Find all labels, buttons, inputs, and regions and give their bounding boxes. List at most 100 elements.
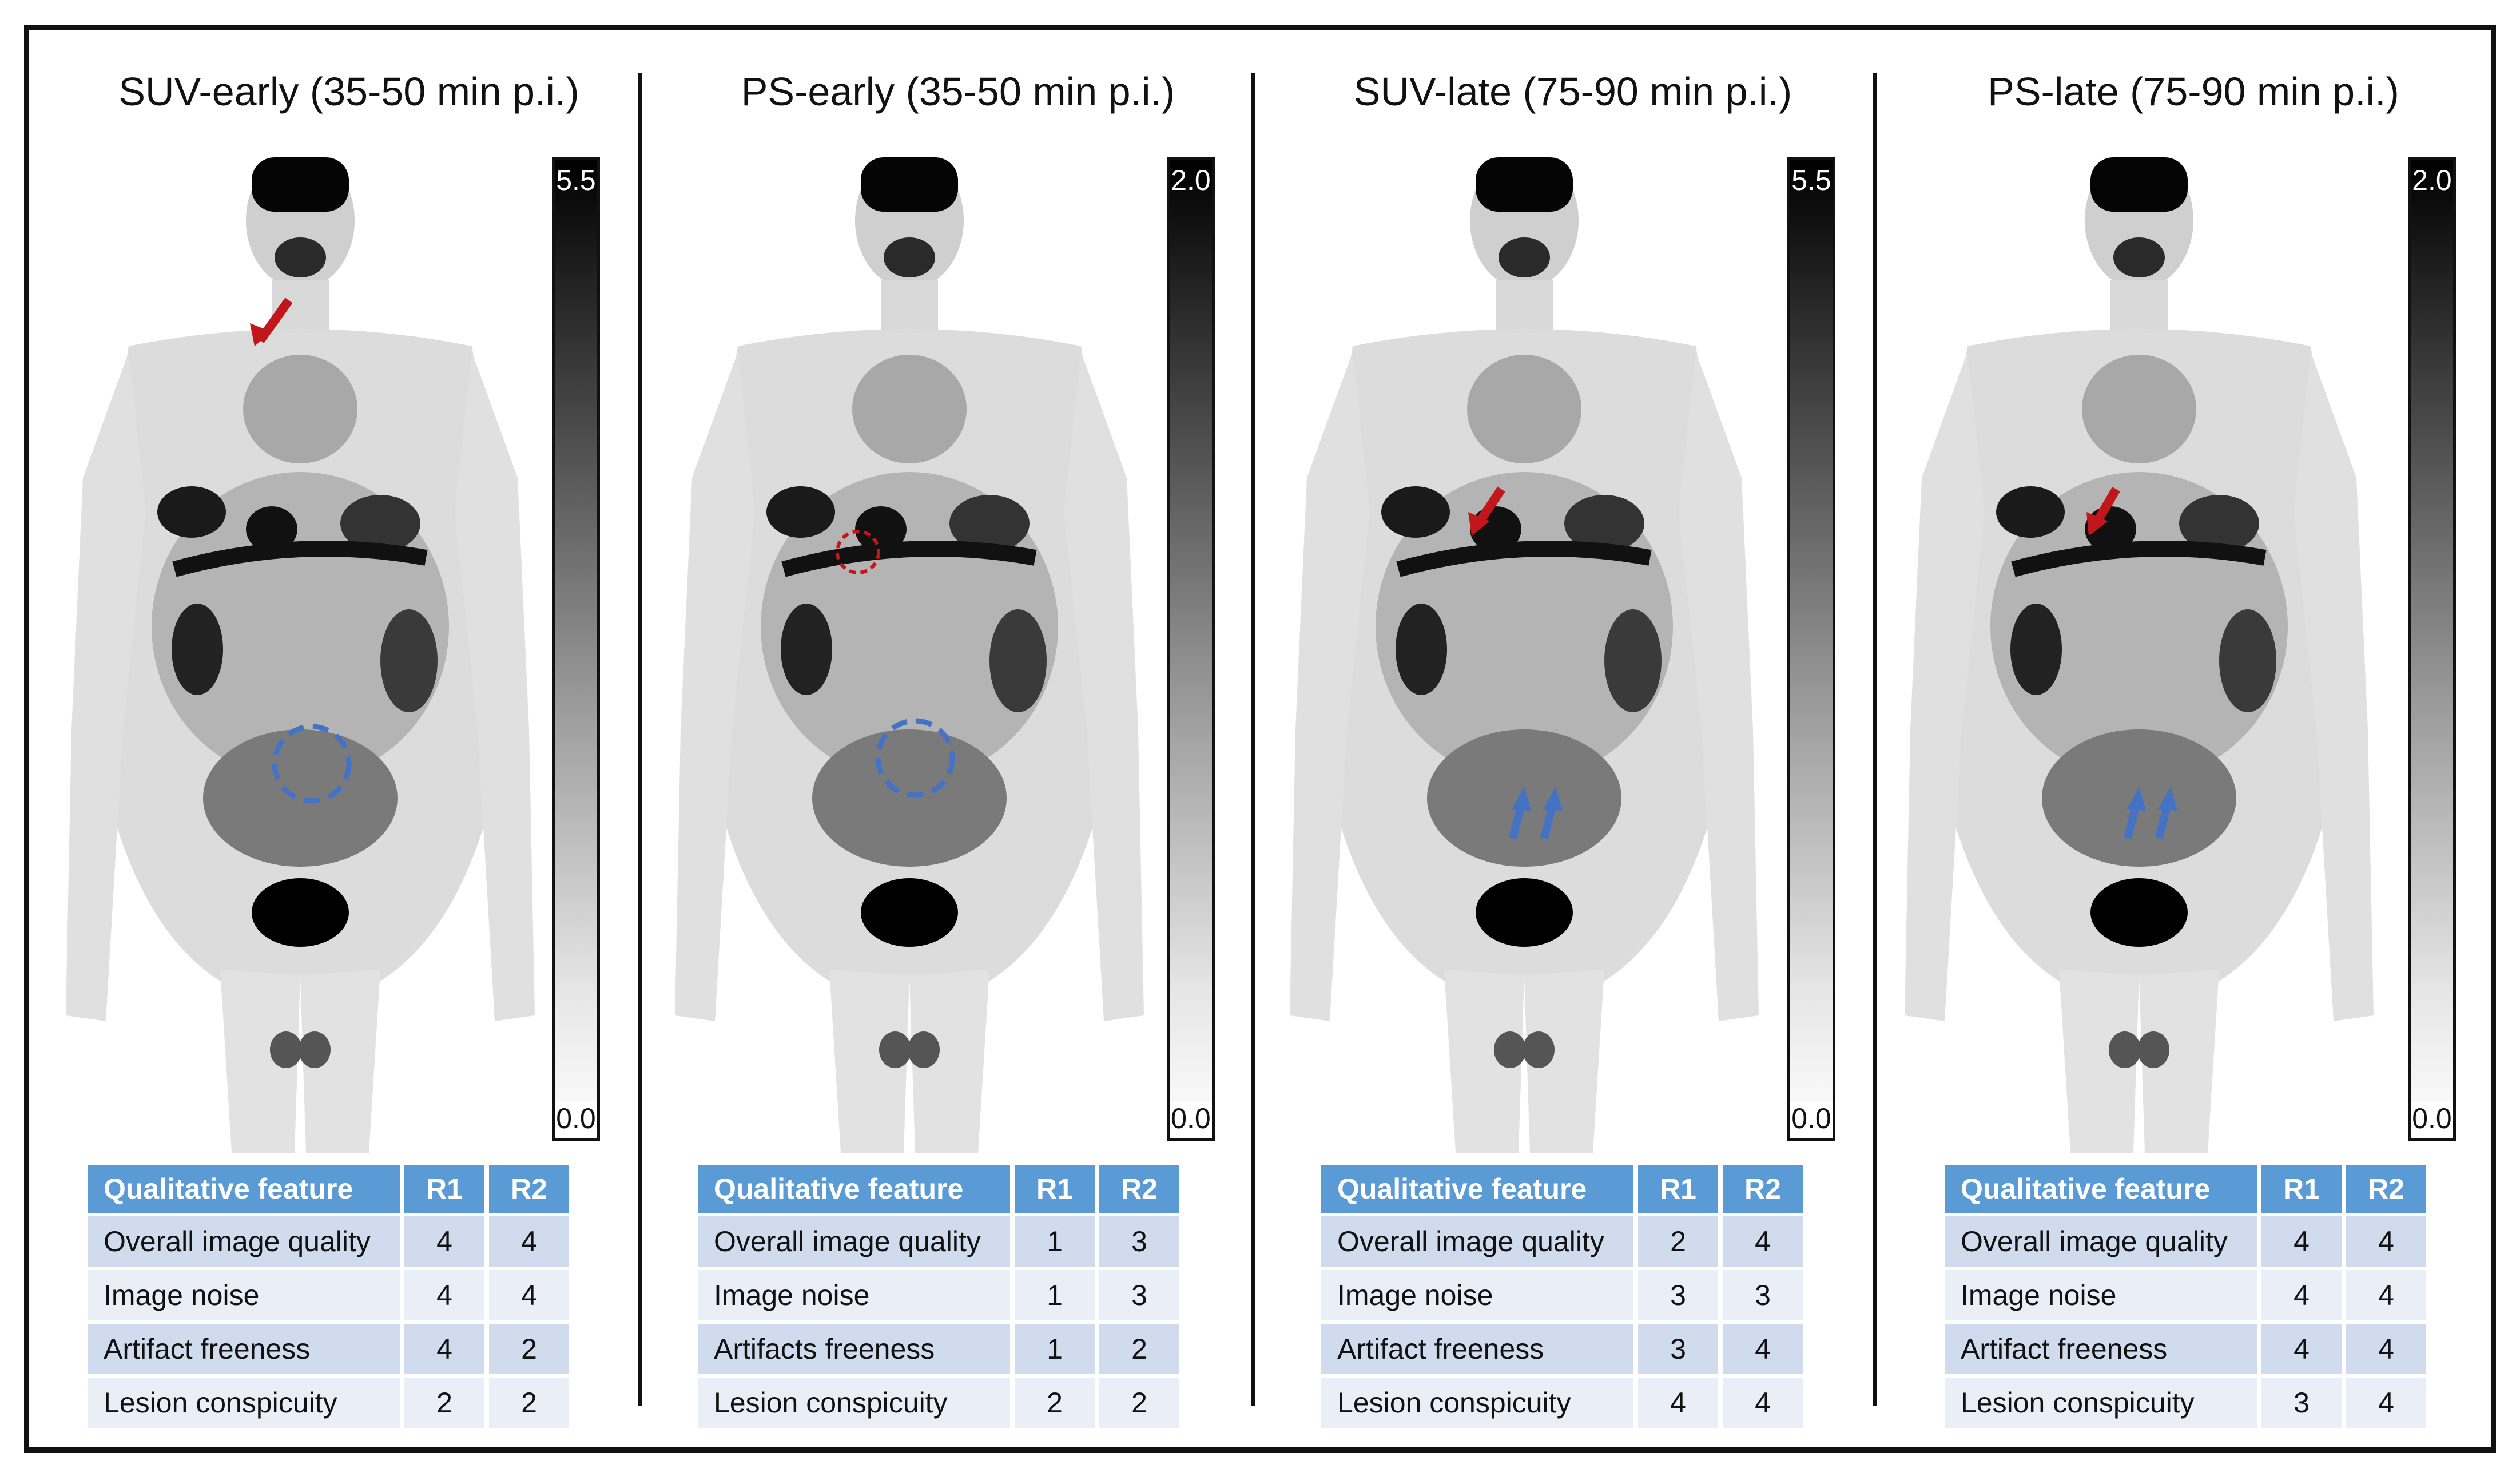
table-cell: 2 — [1638, 1216, 1723, 1267]
table-cell: 4 — [1638, 1378, 1723, 1428]
red-arrow-icon — [250, 323, 272, 346]
table-row: Lesion conspicuity 2 2 — [698, 1378, 1184, 1428]
table-cell: Lesion conspicuity — [1945, 1378, 2261, 1428]
table-header: R1 — [1638, 1165, 1723, 1213]
table-cell: 2 — [1099, 1378, 1184, 1428]
blue-dashed-circle-icon — [875, 718, 955, 798]
qualitative-table: Qualitative feature R1 R2 Overall image … — [88, 1161, 574, 1431]
colorbar-max: 5.5 — [1791, 164, 1831, 196]
table-row: Artifacts freeness 1 2 — [698, 1324, 1184, 1374]
panel-title: PS-late (75-90 min p.i.) — [1988, 69, 2399, 114]
table-cell: 2 — [489, 1378, 574, 1428]
table-row: Lesion conspicuity 3 4 — [1945, 1378, 2431, 1428]
red-arrow-icon — [2086, 512, 2108, 536]
table-header: R2 — [1099, 1165, 1184, 1213]
table-cell: Artifact freeness — [1321, 1324, 1638, 1374]
table-cell: Overall image quality — [1321, 1216, 1638, 1267]
pet-mip-image — [37, 157, 661, 1153]
table-cell: 2 — [1015, 1378, 1099, 1428]
colorbar-min: 0.0 — [2411, 1102, 2453, 1135]
blue-arrow-icon — [1543, 787, 1563, 811]
table-cell: 4 — [404, 1324, 489, 1374]
table-row: Image noise 3 3 — [1321, 1270, 1807, 1320]
table-cell: 3 — [1099, 1270, 1184, 1320]
table-row: Image noise 1 3 — [698, 1270, 1184, 1320]
table-header: Qualitative feature — [1321, 1165, 1638, 1213]
table-header: Qualitative feature — [88, 1165, 404, 1213]
table-header: Qualitative feature — [698, 1165, 1015, 1213]
table-header: R2 — [489, 1165, 574, 1213]
panel-title: SUV-late (75-90 min p.i.) — [1353, 69, 1792, 114]
panel-suv-early: SUV-early (35-50 min p.i.) 5.5 0.0 Quali… — [37, 34, 661, 1428]
colorbar-min: 0.0 — [1790, 1102, 1833, 1135]
table-cell: 4 — [2346, 1324, 2431, 1374]
colorbar: 5.5 0.0 — [552, 157, 600, 1141]
table-header: R1 — [404, 1165, 489, 1213]
table-header: R1 — [1015, 1165, 1099, 1213]
qualitative-table: Qualitative feature R1 R2 Overall image … — [1321, 1161, 1807, 1431]
blue-arrow-icon — [1512, 787, 1531, 811]
panel-divider — [638, 73, 642, 1406]
table-cell: 4 — [404, 1216, 489, 1267]
qualitative-table: Qualitative feature R1 R2 Overall image … — [698, 1161, 1184, 1431]
table-cell: 3 — [1638, 1324, 1723, 1374]
pet-mip-image — [1261, 157, 1885, 1153]
table-cell: 2 — [404, 1378, 489, 1428]
table-cell: 4 — [2346, 1270, 2431, 1320]
table-row: Overall image quality 1 3 — [698, 1216, 1184, 1267]
colorbar: 2.0 0.0 — [2408, 157, 2456, 1141]
table-row: Artifact freeness 3 4 — [1321, 1324, 1807, 1374]
blue-dashed-circle-icon — [272, 724, 352, 804]
blue-arrow-icon — [2127, 787, 2146, 811]
table-cell: Overall image quality — [88, 1216, 404, 1267]
table-cell: Artifact freeness — [88, 1324, 404, 1374]
table-row: Image noise 4 4 — [1945, 1270, 2431, 1320]
table-cell: Overall image quality — [698, 1216, 1015, 1267]
table-cell: Image noise — [698, 1270, 1015, 1320]
table-cell: Lesion conspicuity — [88, 1378, 404, 1428]
table-cell: Image noise — [88, 1270, 404, 1320]
table-cell: 4 — [489, 1216, 574, 1267]
colorbar-max: 5.5 — [556, 164, 596, 196]
table-cell: 2 — [1099, 1324, 1184, 1374]
panel-suv-late: SUV-late (75-90 min p.i.) 5.5 0.0 Qualit… — [1261, 34, 1885, 1428]
pet-mip-image — [646, 157, 1270, 1153]
table-row: Artifact freeness 4 2 — [88, 1324, 574, 1374]
panel-title: PS-early (35-50 min p.i.) — [741, 69, 1175, 114]
colorbar-max: 2.0 — [1171, 164, 1211, 196]
panel-ps-early: PS-early (35-50 min p.i.) 2.0 0.0 Qualit… — [646, 34, 1270, 1428]
table-cell: 3 — [2261, 1378, 2346, 1428]
red-dashed-circle-icon — [836, 530, 880, 574]
table-row: Overall image quality 4 4 — [88, 1216, 574, 1267]
table-header: R1 — [2261, 1165, 2346, 1213]
table-header-row: Qualitative feature R1 R2 — [1321, 1165, 1807, 1213]
table-header: R2 — [1723, 1165, 1807, 1213]
pet-mip-image — [1882, 157, 2505, 1153]
panel-title: SUV-early (35-50 min p.i.) — [118, 69, 579, 114]
table-cell: 1 — [1015, 1270, 1099, 1320]
table-cell: Lesion conspicuity — [698, 1378, 1015, 1428]
blue-arrow-icon — [2158, 787, 2177, 811]
table-header-row: Qualitative feature R1 R2 — [1945, 1165, 2431, 1213]
table-cell: 4 — [404, 1270, 489, 1320]
table-cell: 4 — [1723, 1324, 1807, 1374]
table-cell: 1 — [1015, 1324, 1099, 1374]
table-cell: 1 — [1015, 1216, 1099, 1267]
table-row: Image noise 4 4 — [88, 1270, 574, 1320]
table-header: R2 — [2346, 1165, 2431, 1213]
table-cell: Image noise — [1945, 1270, 2261, 1320]
table-cell: 4 — [2261, 1324, 2346, 1374]
table-cell: Artifact freeness — [1945, 1324, 2261, 1374]
table-cell: 3 — [1099, 1216, 1184, 1267]
table-row: Artifact freeness 4 4 — [1945, 1324, 2431, 1374]
colorbar-min: 0.0 — [555, 1102, 597, 1135]
table-cell: 4 — [2346, 1378, 2431, 1428]
table-cell: 4 — [489, 1270, 574, 1320]
colorbar: 5.5 0.0 — [1787, 157, 1835, 1141]
table-cell: 4 — [2346, 1216, 2431, 1267]
table-row: Overall image quality 2 4 — [1321, 1216, 1807, 1267]
colorbar: 2.0 0.0 — [1167, 157, 1215, 1141]
table-cell: 4 — [1723, 1378, 1807, 1428]
table-cell: 2 — [489, 1324, 574, 1374]
panel-divider — [1873, 73, 1877, 1406]
